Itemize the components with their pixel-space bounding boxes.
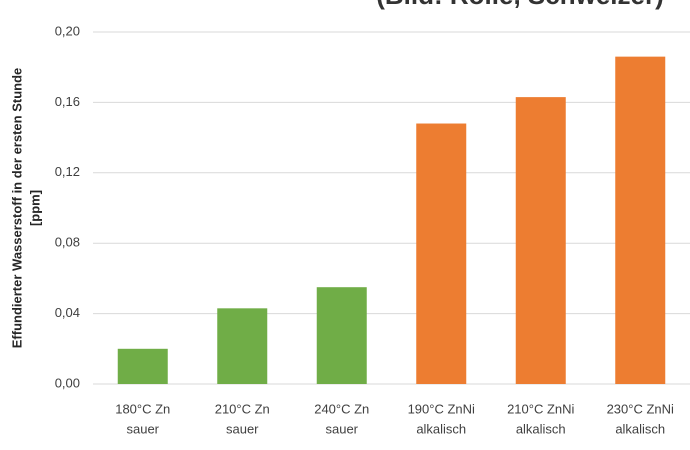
x-tick-label: 230°C ZnNi (607, 401, 674, 416)
x-tick-label: alkalisch (516, 421, 566, 436)
bar (316, 287, 367, 384)
y-tick-label: 0,16 (55, 94, 80, 109)
x-tick-label: 210°C ZnNi (507, 401, 574, 416)
x-tick-label: alkalisch (615, 421, 665, 436)
y-tick-label: 0,08 (55, 235, 80, 250)
x-tick-label: alkalisch (416, 421, 466, 436)
x-tick-label: sauer (325, 421, 358, 436)
y-tick-label: 0,00 (55, 375, 80, 390)
y-tick-label: 0,20 (55, 23, 80, 38)
bar (416, 123, 467, 385)
bar (217, 308, 268, 384)
y-axis-label: [ppm] (27, 190, 42, 226)
x-tick-label: 190°C ZnNi (408, 401, 475, 416)
y-tick-label: 0,12 (55, 164, 80, 179)
bar (117, 348, 168, 384)
bar (515, 97, 566, 385)
y-axis-label: Effundierter Wasserstoff in der ersten S… (9, 68, 24, 349)
x-tick-label: 240°C Zn (314, 401, 369, 416)
bar (615, 56, 666, 384)
x-tick-label: sauer (126, 421, 159, 436)
x-tick-label: sauer (226, 421, 259, 436)
x-tick-label: 210°C Zn (215, 401, 270, 416)
x-tick-label: 180°C Zn (115, 401, 170, 416)
y-tick-label: 0,04 (55, 305, 80, 320)
chart-title: (Bild: Rolle, Schweizer) (376, 0, 664, 10)
